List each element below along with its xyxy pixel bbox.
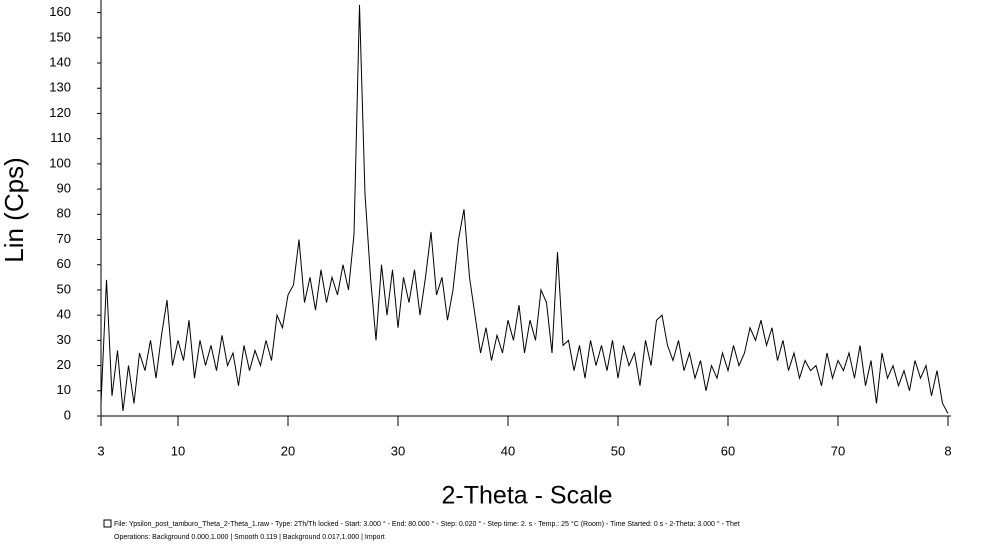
- y-tick-label: 10: [57, 382, 71, 397]
- y-tick-label: 20: [57, 357, 71, 372]
- y-tick-label: 90: [57, 181, 71, 196]
- y-tick-label: 60: [57, 256, 71, 271]
- x-tick-label: 70: [831, 443, 845, 458]
- file-icon: [103, 519, 112, 528]
- x-tick-label: 20: [281, 443, 295, 458]
- y-tick-label: 70: [57, 231, 71, 246]
- x-tick-label: 8: [944, 443, 951, 458]
- y-tick-label: 50: [57, 281, 71, 296]
- y-tick-label: 140: [49, 54, 71, 69]
- x-tick-label: 3: [97, 443, 104, 458]
- y-tick-label: 110: [50, 130, 71, 145]
- x-axis-label: 2-Theta - Scale: [442, 482, 613, 510]
- x-tick-label: 40: [501, 443, 515, 458]
- x-tick-label: 30: [391, 443, 405, 458]
- y-axis-label: Lin (Cps): [0, 157, 29, 262]
- y-tick-label: 0: [64, 407, 71, 422]
- y-tick-label: 100: [49, 155, 71, 170]
- y-tick-label: 40: [57, 307, 71, 322]
- y-tick-label: 80: [57, 206, 71, 221]
- data-line: [100, 5, 949, 414]
- x-tick-label: 10: [171, 443, 185, 458]
- y-tick-label: 130: [49, 80, 71, 95]
- y-tick-label: 120: [49, 105, 71, 120]
- footer-line: File: Ypsilon_post_tamburo_Theta_2-Theta…: [114, 520, 740, 528]
- x-tick-label: 50: [611, 443, 625, 458]
- y-tick-label: 160: [49, 4, 71, 19]
- x-tick-label: 60: [721, 443, 735, 458]
- y-tick-label: 150: [49, 29, 71, 44]
- y-tick-label: 30: [57, 332, 71, 347]
- footer-line: Operations: Background 0.000,1.000 | Smo…: [114, 534, 385, 541]
